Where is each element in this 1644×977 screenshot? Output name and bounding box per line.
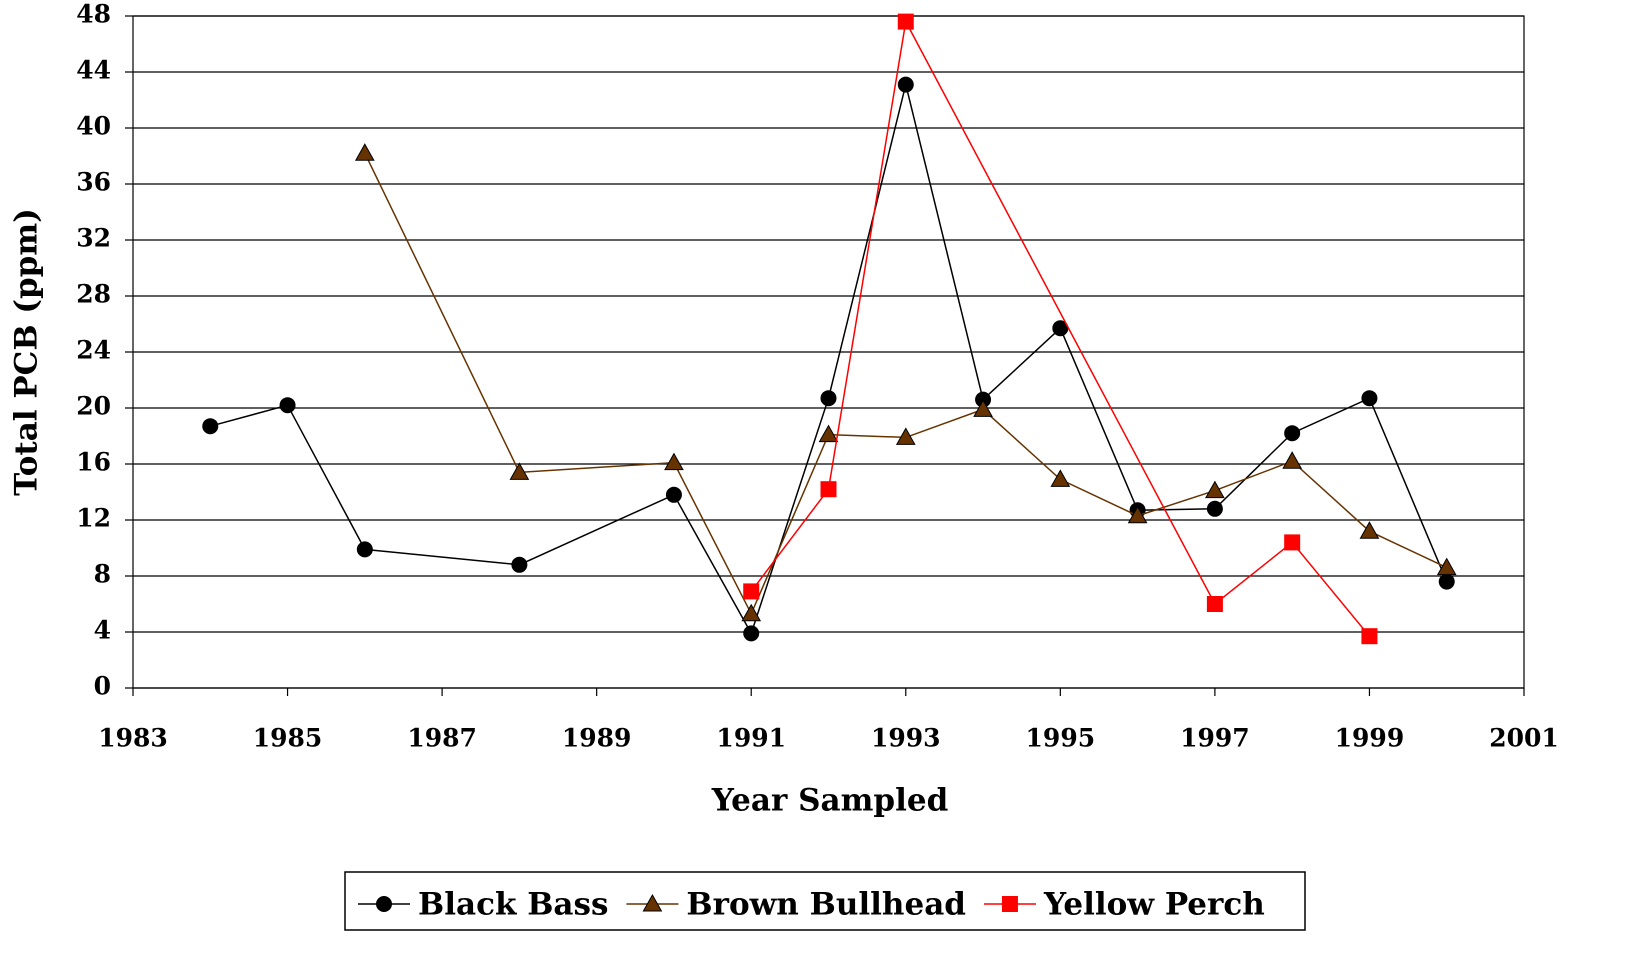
data-point [1438,573,1455,590]
data-point [897,76,914,93]
legend-box [344,871,1306,931]
data-point [665,486,682,503]
plot-frame [132,15,1525,689]
data-point [1127,505,1148,524]
x-tick-label: 1985 [253,724,323,753]
x-tick-label: 1997 [1180,724,1250,753]
y-tick-label: 8 [94,560,111,589]
y-tick-label: 24 [76,336,111,365]
data-point [354,143,375,161]
series-line [750,19,1371,637]
legend-marker [642,893,663,912]
data-point [818,424,839,443]
data-point [509,462,530,480]
x-tick-label: 1989 [562,724,632,753]
x-tick-label: 2001 [1489,724,1559,753]
data-point [1361,390,1378,407]
y-tick-label: 4 [94,616,111,645]
data-point [1050,469,1071,487]
data-point [820,481,837,498]
y-tick-label: 20 [76,392,111,421]
data-point [1206,596,1223,612]
series-line [210,84,1448,636]
x-tick-label: 1991 [716,724,786,753]
legend-marker [376,896,392,912]
data-point [202,418,219,435]
y-tick-label: 44 [76,56,111,85]
data-point [1205,480,1225,499]
y-tick-label: 36 [76,168,111,197]
y-tick-label: 16 [76,448,111,477]
x-axis-title: Year Sampled [711,783,949,819]
legend-label: Yellow Perch [1043,887,1265,923]
data-point [664,452,684,471]
y-tick-label: 28 [76,280,111,309]
data-point [1284,425,1301,442]
data-point [511,556,528,573]
legend-label: Brown Bullhead [686,887,966,923]
legend-marker [1001,896,1018,912]
data-point [1436,557,1457,576]
data-point [820,390,837,407]
x-tick-label: 1993 [871,724,941,753]
data-point [895,427,916,445]
y-tick-label: 0 [94,672,111,701]
x-tick-label: 1999 [1335,724,1405,753]
y-tick-label: 40 [76,112,111,141]
data-point [356,541,373,558]
x-tick-label: 1983 [98,724,168,753]
y-tick-label: 32 [76,224,111,253]
y-tick-label: 12 [76,504,111,533]
x-tick-label: 1987 [407,724,477,753]
data-point [1284,534,1301,551]
data-point [743,625,760,642]
y-axis-title: Total PCB (ppm) [9,208,45,496]
data-point [1206,500,1223,517]
data-point [1359,521,1380,539]
data-point [973,399,993,417]
data-point [741,603,762,622]
data-point [1361,628,1378,645]
x-tick-label: 1995 [1026,724,1096,753]
y-tick-label: 48 [76,0,111,29]
legend-label: Black Bass [418,887,608,923]
data-point [897,13,914,30]
data-point [279,397,296,414]
data-point [1282,451,1303,469]
data-point [743,583,760,600]
